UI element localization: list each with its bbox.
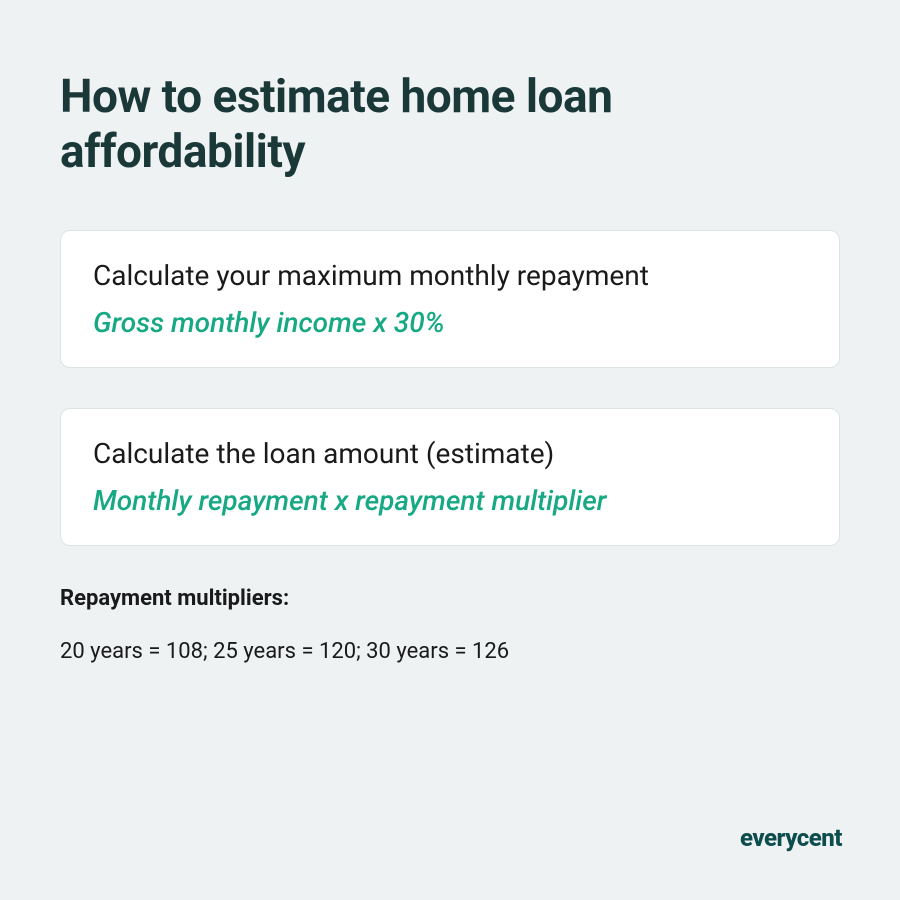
step-card-2: Calculate the loan amount (estimate) Mon… [60,408,840,546]
multiplier-label: Repayment multipliers: [60,586,840,611]
multiplier-values: 20 years = 108; 25 years = 120; 30 years… [60,639,840,664]
page-title: How to estimate home loan affordability [60,70,840,180]
step-heading: Calculate your maximum monthly repayment [93,259,807,292]
step-formula: Gross monthly income x 30% [93,306,807,339]
brand-logo: everycent [740,824,842,852]
step-heading: Calculate the loan amount (estimate) [93,437,807,470]
step-formula: Monthly repayment x repayment multiplier [93,484,807,517]
step-card-1: Calculate your maximum monthly repayment… [60,230,840,368]
multiplier-section: Repayment multipliers: 20 years = 108; 2… [60,586,840,664]
